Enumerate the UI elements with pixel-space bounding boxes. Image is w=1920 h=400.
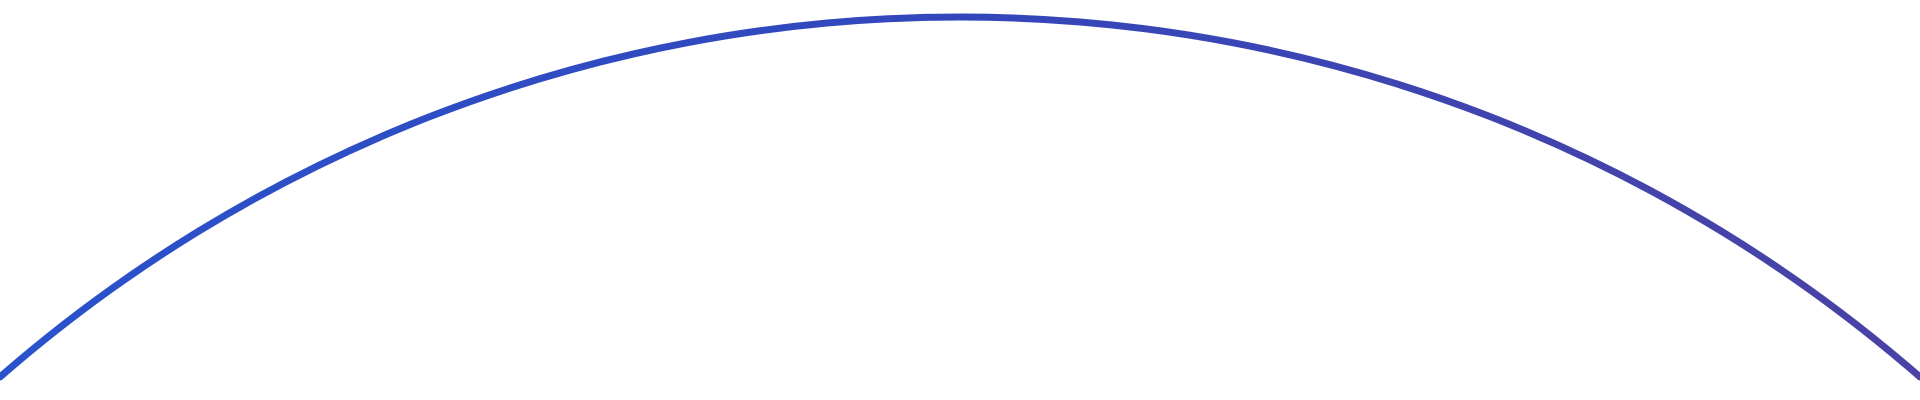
arc-curve-line: [0, 13, 1920, 381]
